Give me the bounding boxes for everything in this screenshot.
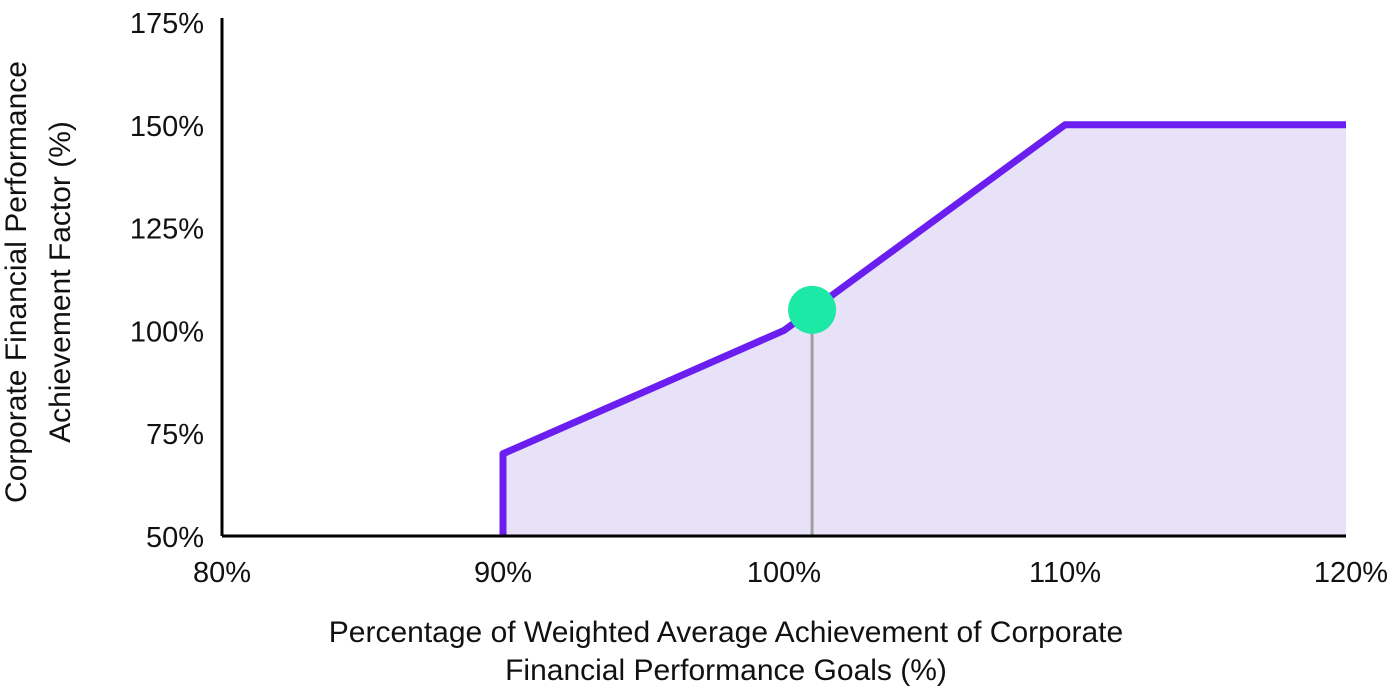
x-tick-label: 100% — [747, 557, 821, 589]
y-tick-label: 75% — [146, 419, 204, 451]
series-line — [499, 121, 1346, 536]
x-axis-title-line-2: Financial Performance Goals (%) — [505, 654, 947, 687]
y-tick-label: 125% — [130, 214, 204, 246]
y-tick-label: 150% — [130, 111, 204, 143]
y-axis-title-line-1: Corporate Financial Performance — [0, 61, 33, 503]
x-axis-title-line-1: Percentage of Weighted Average Achieveme… — [329, 616, 1123, 649]
y-tick-label: 50% — [146, 522, 204, 554]
area-layer — [503, 124, 1346, 537]
axis-layer — [220, 18, 1346, 538]
y-axis-title-line-2: Achievement Factor (%) — [44, 121, 77, 443]
point-layer — [788, 285, 837, 334]
y-tick-labels: 50% 75% 100% 125% 150% 175% — [130, 8, 204, 554]
line-layer — [499, 121, 1346, 536]
y-tick-label: 100% — [130, 316, 204, 348]
x-tick-label: 90% — [474, 557, 532, 589]
area-fill — [503, 124, 1346, 537]
x-tick-labels: 80% 90% 100% 110% 120% — [193, 557, 1388, 589]
y-tick-label: 175% — [130, 8, 204, 40]
x-tick-label: 110% — [1029, 557, 1101, 589]
x-tick-label: 80% — [193, 557, 251, 589]
x-tick-label: 120% — [1314, 557, 1388, 589]
highlight-point — [788, 285, 837, 334]
